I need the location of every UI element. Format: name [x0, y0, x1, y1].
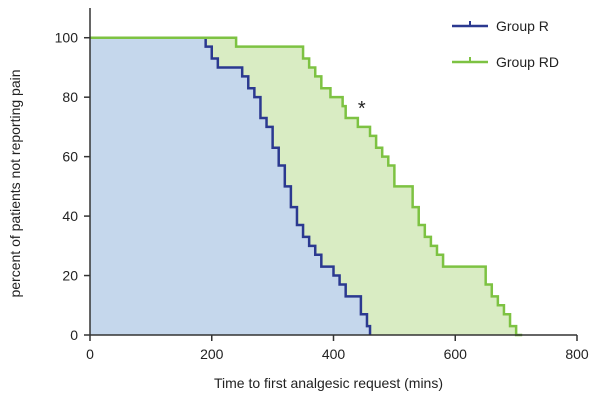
legend: Group R Group RD	[452, 18, 559, 70]
significance-asterisk: *	[358, 98, 366, 120]
x-axis-title: Time to first analgesic request (mins)	[214, 375, 443, 391]
x-tick-label: 400	[322, 346, 346, 362]
y-tick-label: 20	[62, 268, 78, 284]
y-tick-label: 0	[70, 327, 78, 343]
series-line-1	[90, 36, 523, 337]
area-fills	[90, 37, 523, 336]
series-fill-0	[90, 37, 371, 336]
series-lines	[90, 36, 523, 337]
x-tick-label: 0	[86, 346, 94, 362]
y-tick-label: 80	[62, 89, 78, 105]
x-tick-label: 600	[444, 346, 468, 362]
y-axis-title: percent of patients not reporting pain	[7, 69, 23, 297]
series-line-0	[90, 36, 372, 335]
y-tick-label: 40	[62, 208, 78, 224]
y-tick-label: 60	[62, 149, 78, 165]
legend-label-1: Group RD	[496, 54, 559, 70]
x-tick-label: 200	[200, 346, 224, 362]
axes: 0 20 40 60 80 100 0 200 400 600 800 Time to first a…	[7, 8, 589, 391]
x-tick-label: 800	[565, 346, 589, 362]
annotations: *	[358, 98, 366, 120]
legend-label-0: Group R	[496, 18, 549, 34]
y-tick-label: 100	[55, 30, 79, 46]
